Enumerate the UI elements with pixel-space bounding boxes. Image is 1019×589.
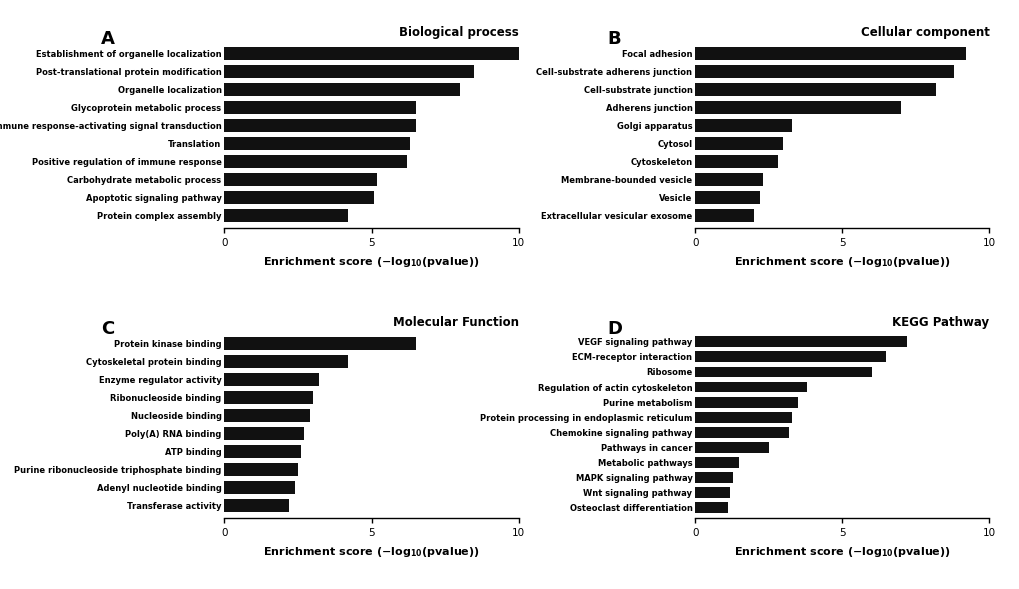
Bar	[224, 481, 294, 494]
Bar	[224, 173, 377, 186]
Bar	[695, 427, 789, 438]
Bar	[695, 366, 871, 378]
Bar	[695, 352, 886, 362]
Text: C: C	[101, 320, 114, 338]
Bar	[695, 209, 753, 222]
Bar	[695, 382, 806, 392]
Bar	[224, 337, 416, 350]
Text: D: D	[606, 320, 622, 338]
Text: Cellular component: Cellular component	[860, 26, 988, 39]
Bar	[224, 373, 318, 386]
Bar	[224, 355, 347, 368]
X-axis label: Enrichment score ($\mathbf{-}$$\mathbf{log_{10}}$$\mathbf{(}$$\mathit{\mathbf{pv: Enrichment score ($\mathbf{-}$$\mathbf{l…	[263, 545, 479, 559]
Bar	[224, 464, 298, 477]
Text: Molecular Function: Molecular Function	[392, 316, 518, 329]
Bar	[695, 137, 783, 150]
Bar	[695, 336, 906, 348]
Bar	[224, 83, 460, 96]
Bar	[224, 65, 474, 78]
Bar	[695, 65, 953, 78]
Bar	[695, 442, 768, 453]
Bar	[695, 120, 792, 133]
Bar	[695, 47, 965, 60]
Bar	[695, 191, 759, 204]
Bar	[224, 191, 374, 204]
Bar	[695, 487, 730, 498]
X-axis label: Enrichment score ($\mathbf{-}$$\mathbf{log_{10}}$$\mathbf{(}$$\mathit{\mathbf{pv: Enrichment score ($\mathbf{-}$$\mathbf{l…	[263, 255, 479, 269]
Bar	[695, 502, 727, 513]
X-axis label: Enrichment score ($\mathbf{-}$$\mathbf{log_{10}}$$\mathbf{(}$$\mathit{\mathbf{pv: Enrichment score ($\mathbf{-}$$\mathbf{l…	[734, 255, 950, 269]
Text: B: B	[606, 30, 620, 48]
Text: Biological process: Biological process	[398, 26, 518, 39]
X-axis label: Enrichment score ($\mathbf{-}$$\mathbf{log_{10}}$$\mathbf{(}$$\mathit{\mathbf{pv: Enrichment score ($\mathbf{-}$$\mathbf{l…	[734, 545, 950, 559]
Bar	[695, 412, 792, 423]
Text: KEGG Pathway: KEGG Pathway	[892, 316, 988, 329]
Bar	[224, 209, 347, 222]
Bar	[224, 445, 301, 458]
Bar	[695, 173, 762, 186]
Bar	[695, 155, 776, 168]
Bar	[695, 457, 739, 468]
Bar	[224, 427, 304, 440]
Bar	[224, 120, 416, 133]
Bar	[695, 397, 797, 408]
Bar	[224, 101, 416, 114]
Bar	[695, 101, 900, 114]
Bar	[224, 47, 518, 60]
Bar	[224, 391, 313, 404]
Bar	[695, 472, 733, 483]
Bar	[224, 137, 410, 150]
Bar	[695, 83, 935, 96]
Text: A: A	[101, 30, 114, 48]
Bar	[224, 499, 288, 512]
Bar	[224, 409, 310, 422]
Bar	[224, 155, 407, 168]
